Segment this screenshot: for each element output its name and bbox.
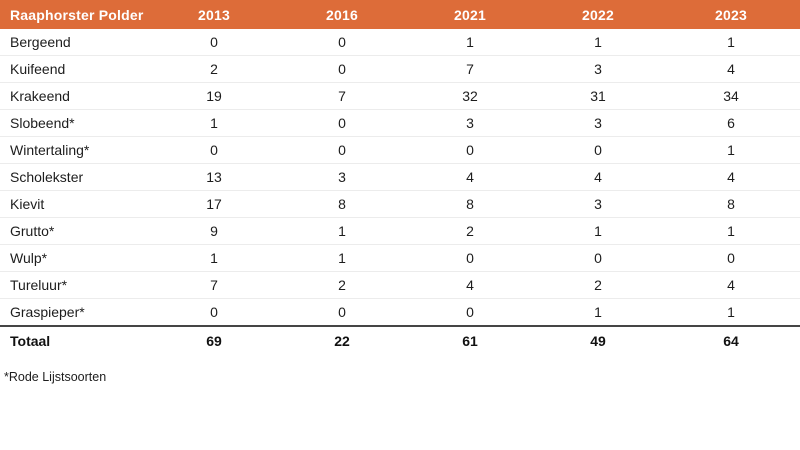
count-cell: 6	[662, 109, 800, 137]
count-cell: 0	[662, 244, 800, 272]
count-cell: 4	[662, 55, 800, 83]
count-cell: 0	[278, 55, 406, 83]
table-title: Raaphorster Polder	[0, 0, 150, 29]
count-cell: 0	[406, 244, 534, 272]
total-row: Totaal 69 22 61 49 64	[0, 325, 800, 355]
total-cell: 61	[406, 325, 534, 355]
total-label: Totaal	[0, 325, 150, 355]
species-name-cell: Slobeend*	[0, 109, 150, 137]
count-cell: 2	[150, 55, 278, 83]
count-cell: 1	[150, 109, 278, 137]
count-cell: 4	[406, 163, 534, 191]
count-cell: 0	[278, 136, 406, 164]
total-cell: 69	[150, 325, 278, 355]
count-cell: 3	[534, 55, 662, 83]
count-cell: 0	[150, 136, 278, 164]
species-name-cell: Bergeend	[0, 29, 150, 56]
column-header-2021: 2021	[406, 0, 534, 29]
count-cell: 0	[406, 136, 534, 164]
count-cell: 4	[534, 163, 662, 191]
species-row: Slobeend* 1 0 3 3 6	[0, 109, 800, 137]
species-row: Kuifeend 2 0 7 3 4	[0, 55, 800, 83]
column-header-2023: 2023	[662, 0, 800, 29]
species-row: Wintertaling* 0 0 0 0 1	[0, 136, 800, 164]
total-cell: 64	[662, 325, 800, 355]
count-cell: 1	[406, 29, 534, 56]
count-cell: 8	[662, 190, 800, 218]
species-row: Tureluur* 7 2 4 2 4	[0, 271, 800, 299]
count-cell: 32	[406, 82, 534, 110]
column-header-2016: 2016	[278, 0, 406, 29]
count-cell: 7	[278, 82, 406, 110]
count-cell: 0	[534, 136, 662, 164]
table-body: Bergeend 0 0 1 1 1 Kuifeend 2 0 7 3 4 Krakeend 19 7 32 3…	[0, 29, 800, 327]
count-cell: 8	[278, 190, 406, 218]
count-cell: 17	[150, 190, 278, 218]
count-cell: 7	[150, 271, 278, 299]
count-cell: 4	[662, 163, 800, 191]
species-name-cell: Wulp*	[0, 244, 150, 272]
species-row: Kievit 17 8 8 3 8	[0, 190, 800, 218]
count-cell: 0	[278, 109, 406, 137]
species-name-cell: Kuifeend	[0, 55, 150, 83]
count-cell: 1	[150, 244, 278, 272]
count-cell: 3	[278, 163, 406, 191]
count-cell: 2	[406, 217, 534, 245]
count-cell: 0	[534, 244, 662, 272]
species-row: Grutto* 9 1 2 1 1	[0, 217, 800, 245]
count-cell: 1	[662, 298, 800, 327]
red-list-footnote: *Rode Lijstsoorten	[4, 370, 107, 384]
column-header-2022: 2022	[534, 0, 662, 29]
count-cell: 0	[406, 298, 534, 327]
species-name-cell: Tureluur*	[0, 271, 150, 299]
count-cell: 4	[662, 271, 800, 299]
count-cell: 1	[534, 217, 662, 245]
species-name-cell: Graspieper*	[0, 298, 150, 327]
column-header-2013: 2013	[150, 0, 278, 29]
count-cell: 1	[662, 217, 800, 245]
count-cell: 3	[406, 109, 534, 137]
count-cell: 2	[278, 271, 406, 299]
count-cell: 13	[150, 163, 278, 191]
species-name-cell: Grutto*	[0, 217, 150, 245]
count-cell: 0	[150, 29, 278, 56]
table-header-row: Raaphorster Polder 2013 2016 2021 2022 2…	[0, 0, 800, 29]
bird-count-table: Raaphorster Polder 2013 2016 2021 2022 2…	[0, 0, 800, 355]
count-cell: 31	[534, 82, 662, 110]
species-name-cell: Wintertaling*	[0, 136, 150, 164]
count-cell: 9	[150, 217, 278, 245]
species-name-cell: Kievit	[0, 190, 150, 218]
count-cell: 4	[406, 271, 534, 299]
species-row: Scholekster 13 3 4 4 4	[0, 163, 800, 191]
count-cell: 3	[534, 190, 662, 218]
count-cell: 2	[534, 271, 662, 299]
species-row: Wulp* 1 1 0 0 0	[0, 244, 800, 272]
species-name-cell: Scholekster	[0, 163, 150, 191]
count-cell: 1	[534, 298, 662, 327]
count-cell: 1	[662, 29, 800, 56]
count-cell: 1	[534, 29, 662, 56]
count-cell: 34	[662, 82, 800, 110]
count-cell: 1	[278, 217, 406, 245]
species-row: Krakeend 19 7 32 31 34	[0, 82, 800, 110]
count-cell: 0	[278, 298, 406, 327]
count-cell: 1	[662, 136, 800, 164]
count-cell: 19	[150, 82, 278, 110]
total-cell: 49	[534, 325, 662, 355]
count-cell: 0	[150, 298, 278, 327]
count-cell: 8	[406, 190, 534, 218]
count-cell: 0	[278, 29, 406, 56]
count-cell: 7	[406, 55, 534, 83]
species-name-cell: Krakeend	[0, 82, 150, 110]
count-cell: 3	[534, 109, 662, 137]
total-cell: 22	[278, 325, 406, 355]
species-row: Graspieper* 0 0 0 1 1	[0, 298, 800, 327]
count-cell: 1	[278, 244, 406, 272]
species-row: Bergeend 0 0 1 1 1	[0, 29, 800, 56]
